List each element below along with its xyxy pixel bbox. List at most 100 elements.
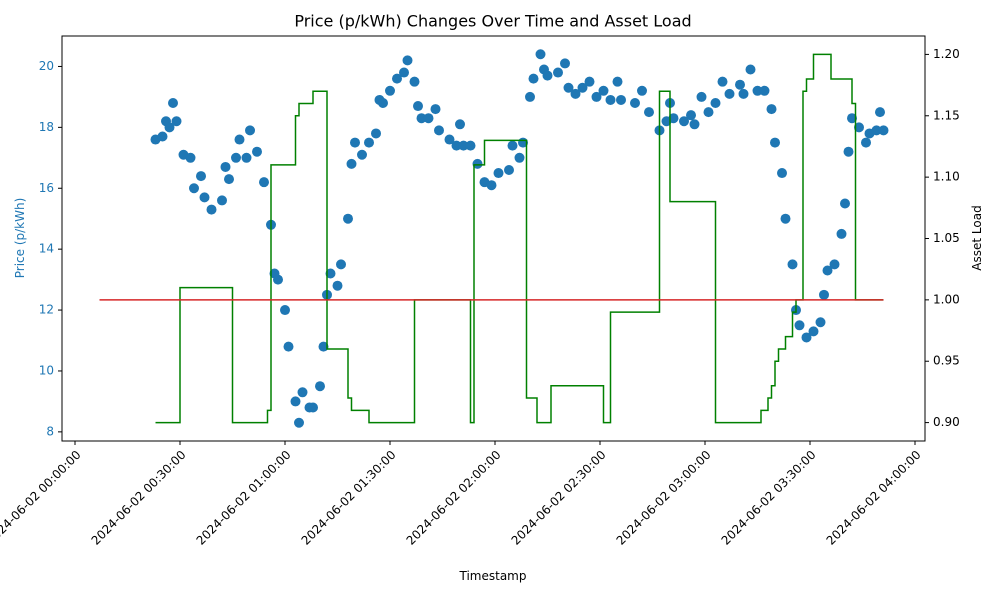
price-point (847, 113, 857, 124)
price-point (378, 97, 388, 108)
price-point (364, 137, 374, 148)
price-point (385, 85, 395, 96)
price-point (668, 113, 679, 124)
price-point (563, 82, 574, 93)
price-point (854, 122, 864, 133)
price-point (598, 85, 609, 96)
price-point (346, 158, 357, 169)
price-point (273, 274, 283, 285)
price-point (717, 76, 728, 87)
x-tick-label: 2024-06-02 03:00:00 (614, 448, 714, 548)
price-point (294, 417, 304, 428)
price-point (325, 268, 336, 279)
price-point (871, 125, 882, 136)
price-point (808, 326, 819, 337)
price-point (171, 116, 182, 127)
y-axis-label: Price (p/kWh) (13, 198, 27, 279)
price-point (759, 85, 770, 96)
price-point (815, 317, 826, 328)
price-point (822, 265, 833, 276)
y2-tick-label: 1.00 (933, 292, 960, 306)
price-point (644, 107, 654, 118)
price-point (315, 381, 325, 392)
price-point (164, 122, 175, 133)
y2-tick-label: 1.15 (933, 108, 960, 122)
price-point (528, 73, 539, 84)
x-tick-label: 2024-06-02 04:00:00 (824, 448, 924, 548)
price-point (336, 259, 346, 270)
price-point (507, 140, 518, 151)
price-point (241, 152, 252, 163)
y2-tick-label: 1.05 (933, 231, 960, 245)
y2-tick-label: 1.10 (933, 170, 960, 184)
price-point (553, 67, 563, 78)
x-tick-label: 2024-06-02 00:30:00 (89, 448, 189, 548)
price-point (409, 76, 420, 87)
price-point (577, 82, 588, 93)
price-point (399, 67, 409, 78)
price-point (318, 341, 329, 352)
price-point (332, 280, 343, 291)
price-point (829, 259, 840, 270)
price-point (770, 137, 780, 148)
y-tick-label: 10 (39, 363, 54, 377)
price-point (535, 49, 546, 60)
price-point (350, 137, 360, 148)
price-point (185, 152, 196, 163)
price-point (430, 104, 441, 115)
price-point (280, 305, 290, 316)
price-point (224, 174, 234, 185)
y-tick-label: 18 (39, 120, 54, 134)
price-point (458, 140, 469, 151)
y2-axis-label: Asset Load (970, 205, 984, 270)
price-point (168, 97, 178, 108)
price-point (840, 198, 850, 209)
price-point (794, 320, 805, 331)
x-tick-label: 2024-06-02 03:30:00 (719, 448, 819, 548)
price-point (504, 164, 514, 175)
chart-title: Price (p/kWh) Changes Over Time and Asse… (294, 12, 691, 31)
x-tick-label: 2024-06-02 01:00:00 (194, 448, 294, 548)
price-point (252, 146, 262, 157)
price-point (231, 152, 241, 163)
price-point (777, 168, 787, 179)
price-point (290, 396, 301, 407)
price-point (605, 94, 616, 105)
price-point (787, 259, 798, 270)
price-point (616, 94, 626, 105)
price-point (525, 91, 535, 102)
price-point (451, 140, 462, 151)
price-point (584, 76, 595, 87)
price-point (465, 140, 476, 151)
price-point (819, 289, 829, 300)
price-point (455, 119, 465, 130)
price-point (861, 137, 871, 148)
price-point (679, 116, 689, 127)
price-point (472, 158, 483, 169)
y-tick-label: 14 (39, 242, 54, 256)
price-point (780, 213, 791, 224)
price-point (297, 387, 308, 398)
price-point (423, 113, 434, 124)
price-point (357, 149, 367, 160)
x-tick-label: 2024-06-02 00:00:00 (0, 448, 84, 548)
price-point (843, 146, 854, 157)
y-tick-label: 20 (39, 59, 54, 73)
price-point (801, 332, 812, 343)
price-point (836, 228, 847, 239)
price-point (766, 104, 777, 115)
price-point (493, 168, 504, 179)
price-point (413, 101, 423, 112)
price-point (689, 119, 700, 130)
price-point (752, 85, 763, 96)
price-point (259, 177, 269, 188)
x-tick-label: 2024-06-02 02:30:00 (509, 448, 609, 548)
price-point (220, 161, 231, 172)
y2-tick-label: 0.95 (933, 354, 960, 368)
price-point (514, 152, 525, 163)
price-point (630, 97, 640, 108)
price-point (735, 79, 745, 90)
price-point (434, 125, 444, 136)
price-point (612, 76, 623, 87)
